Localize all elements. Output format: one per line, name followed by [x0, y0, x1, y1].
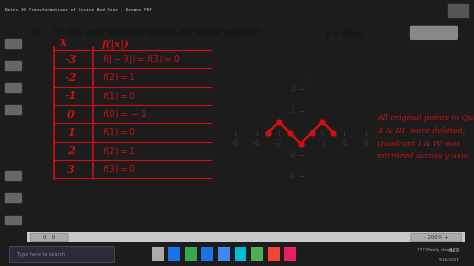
Text: 4: 4 — [342, 139, 347, 148]
Bar — [5, 83, 21, 92]
Text: -3: -3 — [65, 54, 77, 65]
Text: $f(1)=0$: $f(1)=0$ — [102, 90, 136, 102]
Bar — [284, 247, 296, 261]
Bar — [5, 105, 21, 114]
Bar — [5, 39, 21, 48]
Text: -2: -2 — [65, 72, 77, 83]
Text: $f(3)=0$: $f(3)=0$ — [102, 163, 136, 175]
FancyBboxPatch shape — [411, 233, 462, 242]
Text: $f(2)=1$: $f(2)=1$ — [102, 72, 136, 84]
Text: - 200% +: - 200% + — [424, 235, 448, 240]
Text: 4: 4 — [291, 85, 296, 94]
Text: -1: -1 — [65, 90, 77, 101]
Text: 2: 2 — [291, 106, 296, 115]
Text: 2/5: 2/5 — [428, 30, 440, 36]
Bar — [5, 171, 21, 180]
Bar — [168, 247, 180, 261]
Text: 6:28: 6:28 — [449, 248, 460, 253]
Bar — [448, 4, 454, 17]
Text: y: y — [303, 71, 309, 81]
Bar — [5, 61, 21, 70]
Text: x: x — [375, 121, 381, 131]
Text: -4: -4 — [288, 172, 296, 181]
Text: 6: 6 — [364, 139, 369, 148]
Bar — [5, 193, 21, 202]
Text: 777 Mostly cloudy: 777 Mostly cloudy — [417, 248, 455, 252]
Bar — [185, 247, 197, 261]
Text: $f(|-3|)=f(3)=0$: $f(|-3|)=f(3)=0$ — [102, 53, 180, 66]
Bar — [235, 247, 246, 261]
Text: 2: 2 — [320, 139, 325, 148]
Text: -2: -2 — [288, 150, 296, 159]
Text: Type here to search: Type here to search — [14, 252, 65, 256]
Bar — [455, 4, 461, 17]
Text: 2: 2 — [67, 145, 75, 156]
Bar — [152, 247, 164, 261]
Text: 0: 0 — [67, 109, 75, 120]
Text: -4: -4 — [253, 139, 261, 148]
Text: $f(2)=1$: $f(2)=1$ — [102, 145, 136, 157]
Text: 5/26/2021: 5/26/2021 — [439, 258, 460, 262]
Text: 1: 1 — [67, 127, 75, 138]
Text: $y = f(|x|)$  .: $y = f(|x|)$ . — [325, 28, 373, 41]
Text: Notes 10 Transformations of Cosine And Sine - Desmos PDF: Notes 10 Transformations of Cosine And S… — [5, 7, 152, 12]
FancyBboxPatch shape — [30, 233, 68, 242]
Text: -2: -2 — [275, 139, 283, 148]
Bar — [201, 247, 213, 261]
Text: $f(0)=-1$: $f(0)=-1$ — [102, 108, 147, 120]
Text: $f(1)=0$: $f(1)=0$ — [102, 126, 136, 138]
Text: -6: -6 — [231, 139, 239, 148]
Bar — [27, 232, 465, 242]
Text: x: x — [59, 36, 66, 49]
Text: 3: 3 — [67, 164, 75, 174]
FancyBboxPatch shape — [410, 26, 458, 40]
Bar — [462, 4, 468, 17]
Bar — [5, 215, 21, 225]
Bar — [218, 247, 230, 261]
Bar — [251, 247, 263, 261]
Text: (b)   On the axes provided sketch the entire graph of: (b) On the axes provided sketch the enti… — [32, 28, 260, 37]
Text: All original points in Quadrant
II & III  were deleted;
Quadrant I & IV was
mirr: All original points in Quadrant II & III… — [377, 114, 474, 160]
Text: 0   0: 0 0 — [43, 235, 55, 240]
Bar — [9, 246, 114, 262]
Bar — [268, 247, 280, 261]
Text: f(|x|): f(|x|) — [102, 39, 130, 49]
